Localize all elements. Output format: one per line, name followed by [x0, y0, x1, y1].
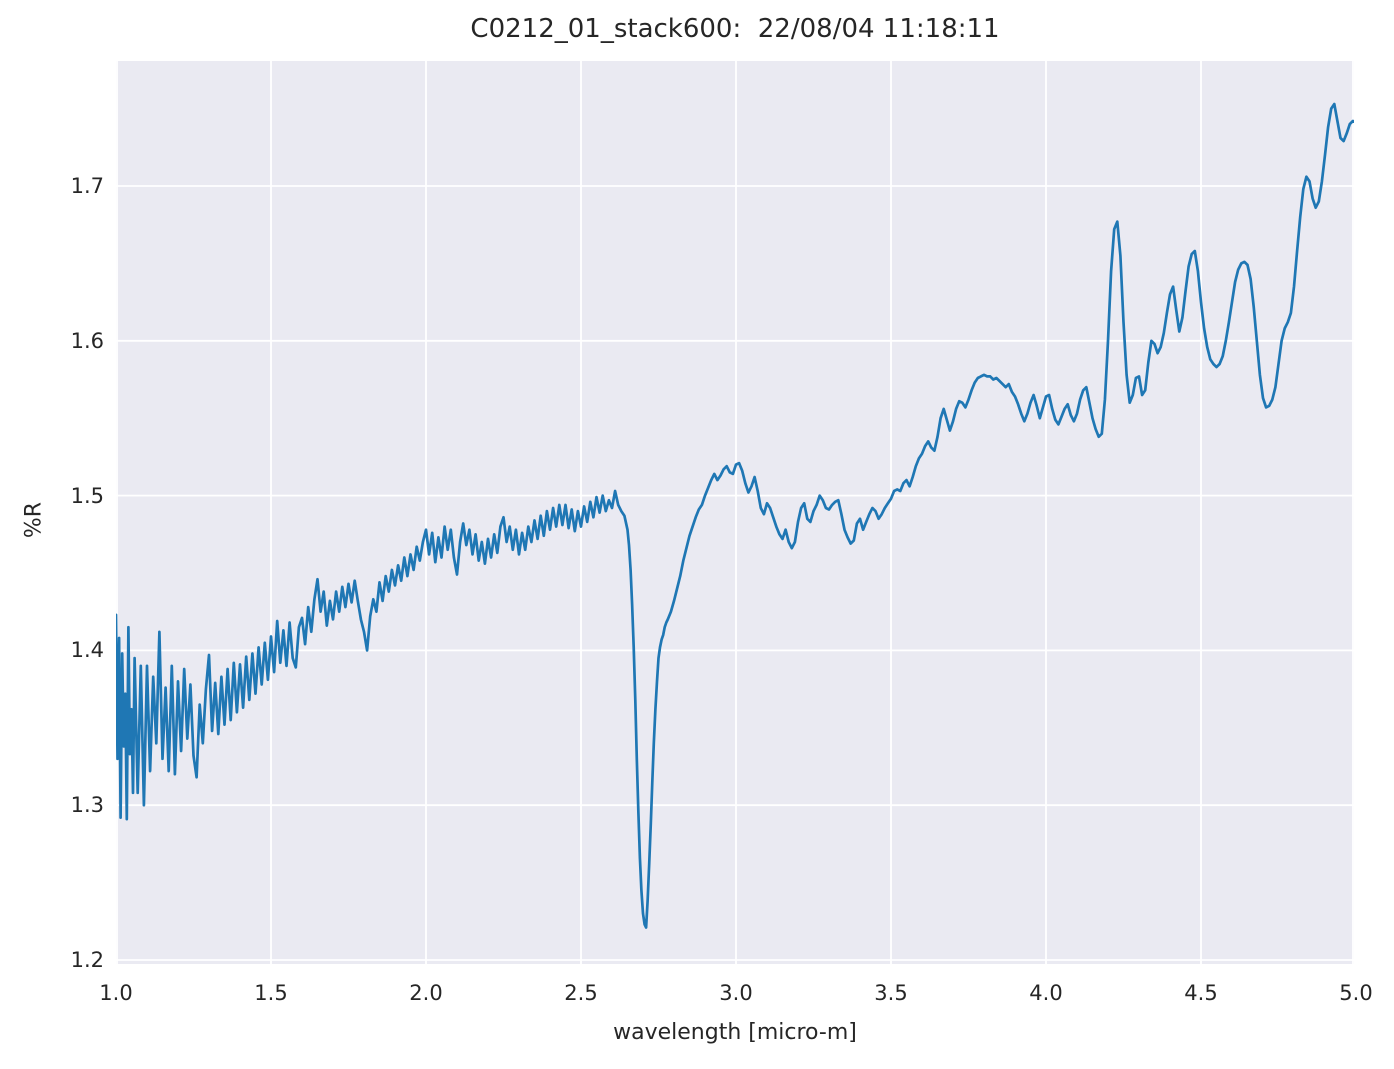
x-tick-label: 3.0 [719, 981, 753, 1005]
y-tick-label: 1.6 [70, 328, 104, 353]
chart-title: C0212_01_stack600: 22/08/04 11:18:11 [470, 14, 1000, 44]
x-tick-label: 1.5 [254, 981, 288, 1005]
x-tick-label: 5.0 [1339, 981, 1373, 1005]
plot-svg [116, 61, 1354, 964]
y-axis-label: %R [21, 501, 47, 539]
plot-area [116, 61, 1354, 964]
x-tick-label: 4.5 [1184, 981, 1218, 1005]
x-tick-label: 4.0 [1029, 981, 1063, 1005]
y-tick-label: 1.5 [70, 483, 104, 508]
spectrum-line [116, 102, 1354, 929]
gridlines [116, 61, 1354, 964]
x-tick-label: 1.0 [99, 981, 133, 1005]
x-tick-label: 2.5 [564, 981, 598, 1005]
y-tick-label: 1.4 [70, 638, 104, 663]
y-tick-label: 1.2 [70, 948, 104, 972]
x-tick-label: 2.0 [409, 981, 443, 1005]
y-tick-label: 1.3 [70, 793, 104, 818]
y-tick-label: 1.7 [70, 174, 104, 198]
x-axis-label: wavelength [micro-m] [613, 1020, 857, 1045]
x-tick-label: 3.5 [874, 981, 908, 1005]
